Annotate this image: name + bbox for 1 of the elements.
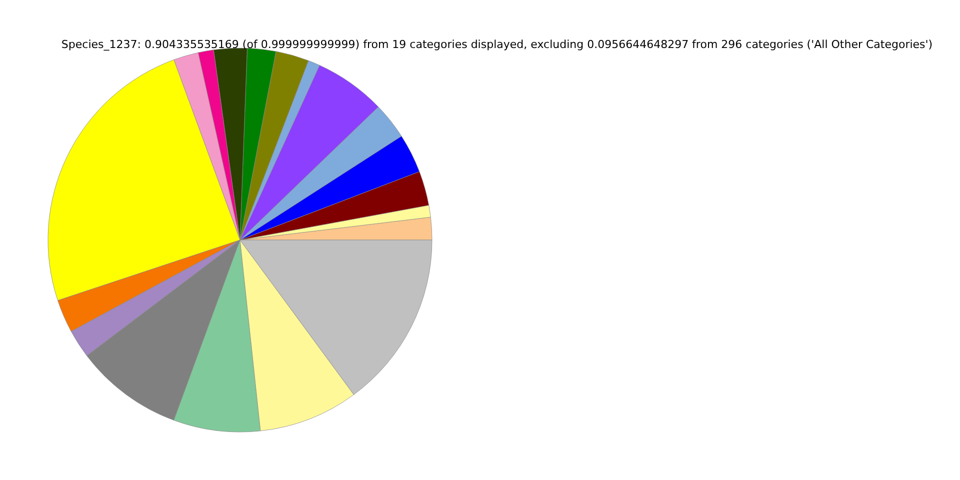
text: Species_1237: 0.904335535169 (of 0.999999999999) from 19 categories displayed, excluding 0.0956644648297 from 296 categories ('All Other Categories'): [61, 38, 933, 51]
